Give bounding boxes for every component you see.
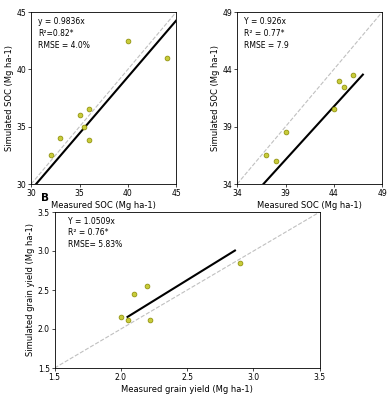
Point [118, 314, 124, 320]
Point [131, 291, 137, 297]
Y-axis label: Simulated SOC (Mg ha-1): Simulated SOC (Mg ha-1) [5, 45, 14, 151]
Text: A: A [20, 0, 28, 2]
Point [163, 55, 170, 61]
Point [125, 38, 131, 44]
Y-axis label: Simulated SOC (Mg ha-1): Simulated SOC (Mg ha-1) [211, 45, 220, 151]
Point [147, 316, 153, 323]
X-axis label: Measured SOC (Mg ha-1): Measured SOC (Mg ha-1) [51, 201, 156, 210]
Point [340, 83, 347, 90]
X-axis label: Measured SOC (Mg ha-1): Measured SOC (Mg ha-1) [257, 201, 362, 210]
Point [144, 283, 151, 289]
X-axis label: Measured grain yield (Mg ha-1): Measured grain yield (Mg ha-1) [121, 385, 253, 394]
Point [76, 112, 83, 118]
Point [81, 124, 87, 130]
Text: C: C [227, 0, 234, 2]
Text: B: B [41, 193, 49, 203]
Point [331, 106, 337, 113]
Point [263, 152, 269, 158]
Point [86, 137, 92, 144]
Point [237, 260, 243, 266]
Point [350, 72, 356, 78]
Text: y = 0.9836x
R²=0.82*
RMSE = 4.0%: y = 0.9836x R²=0.82* RMSE = 4.0% [39, 17, 90, 50]
Point [335, 78, 342, 84]
Point [48, 152, 54, 158]
Text: Y = 1.0509x
R² = 0.76*
RMSE= 5.83%: Y = 1.0509x R² = 0.76* RMSE= 5.83% [68, 217, 122, 249]
Point [273, 158, 279, 164]
Point [57, 135, 63, 141]
Text: Y = 0.926x
R² = 0.77*
RMSE = 7.9: Y = 0.926x R² = 0.77* RMSE = 7.9 [245, 17, 289, 50]
Point [124, 316, 131, 323]
Point [282, 129, 289, 136]
Y-axis label: Simulated grain yield (Mg ha-1): Simulated grain yield (Mg ha-1) [26, 224, 35, 356]
Point [86, 106, 92, 113]
